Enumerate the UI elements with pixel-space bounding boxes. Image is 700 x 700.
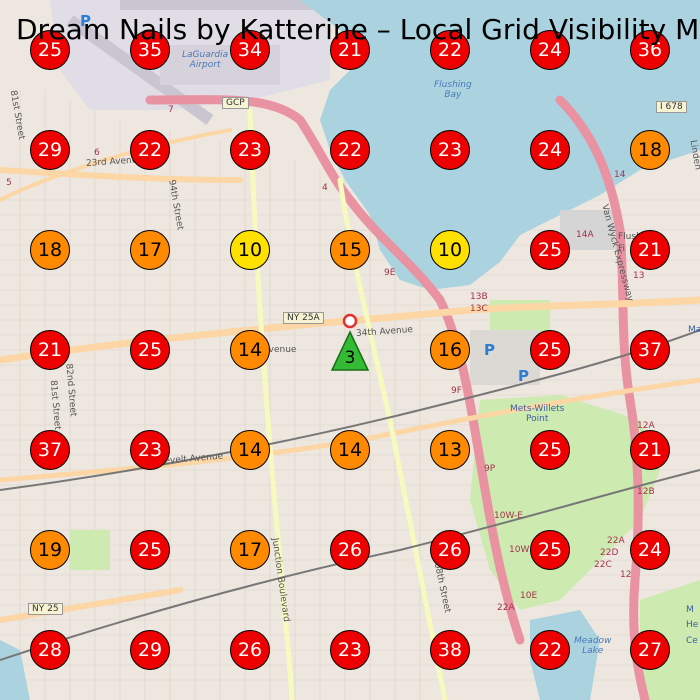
exit-label: 9E [384, 268, 396, 278]
business-location-pin[interactable]: 3 [330, 312, 370, 374]
grid-marker[interactable]: 23 [430, 130, 470, 170]
grid-marker[interactable]: 10 [230, 230, 270, 270]
grid-marker[interactable]: 18 [30, 230, 70, 270]
rail-lines [0, 329, 700, 661]
stadium-lot [470, 330, 540, 385]
grid-marker[interactable]: 21 [30, 330, 70, 370]
grid-marker[interactable]: 23 [330, 630, 370, 670]
grid-marker[interactable]: 21 [330, 30, 370, 70]
grid-marker[interactable]: 22 [130, 130, 170, 170]
label-fi-fragment: Fi [618, 244, 626, 254]
parks [70, 210, 700, 700]
label-gcp: GCP [222, 97, 249, 109]
grid-marker[interactable]: 35 [130, 30, 170, 70]
grid-marker[interactable]: 25 [130, 530, 170, 570]
grid-marker[interactable]: 22 [330, 130, 370, 170]
label-flushing-bay: Flushing Bay [434, 80, 472, 100]
grid-marker[interactable]: 37 [630, 330, 670, 370]
airport-area [50, 0, 330, 125]
label-ny25: NY 25 [28, 603, 63, 615]
exit-label: 14A [576, 230, 594, 240]
grid-marker[interactable]: 22 [430, 30, 470, 70]
parking-icon: P [484, 341, 495, 359]
grid-marker[interactable]: 21 [630, 430, 670, 470]
label-mets-willets-point: Mets-Willets Point [510, 404, 565, 424]
grid-marker[interactable]: 13 [430, 430, 470, 470]
exit-label: 5 [6, 178, 12, 188]
grid-marker[interactable]: 24 [530, 30, 570, 70]
exit-label: 4 [322, 183, 328, 193]
exit-label: 12 [620, 570, 632, 580]
exit-label: 13 [633, 271, 645, 281]
grid-marker[interactable]: 26 [430, 530, 470, 570]
grid-marker[interactable]: 25 [530, 530, 570, 570]
grid-marker[interactable]: 24 [530, 130, 570, 170]
exit-label: 13B [470, 292, 488, 302]
grid-marker[interactable]: 23 [130, 430, 170, 470]
grid-marker[interactable]: 10 [430, 230, 470, 270]
grid-marker[interactable]: 25 [30, 30, 70, 70]
exit-label: 13C [470, 304, 488, 314]
grid-marker[interactable]: 16 [430, 330, 470, 370]
grid-marker[interactable]: 38 [430, 630, 470, 670]
grid-marker[interactable]: 19 [30, 530, 70, 570]
label-he-fragment: He [686, 620, 699, 630]
pin-marker-icon [330, 313, 370, 371]
exit-label: 12B [637, 487, 655, 497]
exit-label: 9P [484, 464, 496, 474]
exit-label: 22A [497, 603, 515, 613]
grid-marker[interactable]: 17 [230, 530, 270, 570]
exit-label: 12A [637, 421, 655, 431]
grid-marker[interactable]: 37 [30, 430, 70, 470]
grid-marker[interactable]: 27 [630, 630, 670, 670]
grid-marker[interactable]: 26 [230, 630, 270, 670]
grid-marker[interactable]: 17 [130, 230, 170, 270]
grid-marker[interactable]: 23 [230, 130, 270, 170]
exit-label: 22D [600, 548, 619, 558]
grid-marker[interactable]: 14 [230, 330, 270, 370]
exit-label: 22C [594, 560, 612, 570]
exit-label: 10E [520, 591, 538, 601]
grid-marker[interactable]: 21 [630, 230, 670, 270]
grid-marker[interactable]: 25 [530, 230, 570, 270]
grid-marker[interactable]: 25 [530, 430, 570, 470]
exit-label: 10W [509, 545, 530, 555]
grid-marker[interactable]: 34 [230, 30, 270, 70]
label-i678: I 678 [656, 101, 687, 113]
grid-marker[interactable]: 29 [30, 130, 70, 170]
grid-marker[interactable]: 14 [230, 430, 270, 470]
label-flush-fragment: Flush [618, 232, 642, 242]
label-laguardia-airport: LaGuardia Airport [182, 50, 229, 70]
grid-marker[interactable]: 14 [330, 430, 370, 470]
exit-label: 22A [607, 536, 625, 546]
grid-marker[interactable]: 26 [330, 530, 370, 570]
exit-label: 6 [94, 148, 100, 158]
grid-marker[interactable]: 36 [630, 30, 670, 70]
label-avenue-fragment: Avenue [263, 345, 297, 355]
grid-marker[interactable]: 18 [630, 130, 670, 170]
exit-label: 7 [168, 105, 174, 115]
exit-label: 14 [614, 170, 626, 180]
grid-marker[interactable]: 15 [330, 230, 370, 270]
map-title: Dream Nails by Katterine – Local Grid Vi… [16, 13, 700, 46]
exit-label: 9F [451, 386, 462, 396]
grid-marker[interactable]: 25 [130, 330, 170, 370]
label-meadow-lake: Meadow Lake [574, 636, 612, 656]
label-ma-fragment: Ma [688, 325, 700, 335]
parking-icon: P [518, 367, 529, 385]
grid-marker[interactable]: 28 [30, 630, 70, 670]
grid-marker[interactable]: 24 [630, 530, 670, 570]
grid-marker[interactable]: 29 [130, 630, 170, 670]
grid-marker[interactable]: 25 [530, 330, 570, 370]
label-ny25a: NY 25A [283, 312, 324, 324]
grid-marker[interactable]: 22 [530, 630, 570, 670]
parking-icon: P [80, 12, 91, 30]
exit-label: 10W-E [494, 511, 523, 521]
business-rank-label: 3 [344, 348, 356, 368]
label-m-fragment: M [686, 605, 694, 615]
label-ce-fragment: Ce [686, 636, 698, 646]
